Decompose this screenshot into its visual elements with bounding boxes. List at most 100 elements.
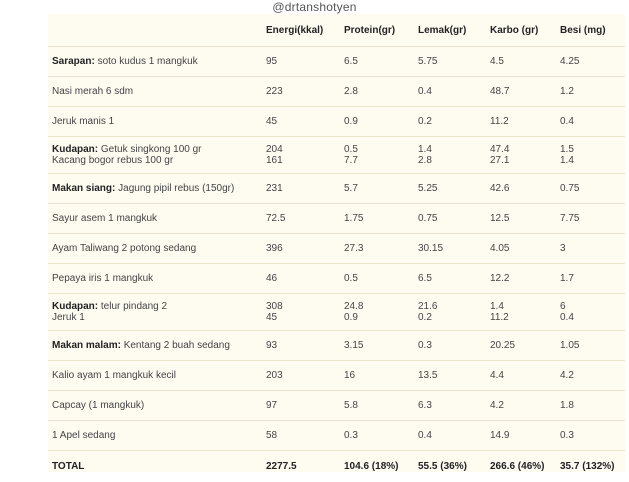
lemak-value: 13.5 — [418, 370, 482, 381]
food-name: Getuk singkong 100 gr — [98, 144, 201, 155]
protein-value: 0.5 — [344, 273, 410, 284]
protein-value: 0.9 — [344, 116, 410, 127]
food-cell: Pepaya iris 1 mangkuk — [48, 264, 262, 294]
besi-value: 1.7 — [560, 273, 621, 284]
energi-cell: 231 — [262, 174, 340, 204]
karbo-cell: 12.2 — [486, 264, 556, 294]
besi-value: 0.4 — [560, 116, 621, 127]
energi-cell: 46 — [262, 264, 340, 294]
lemak-value: 1.4 — [418, 144, 482, 155]
besi-cell: 1.2 — [556, 77, 625, 107]
header-energi: Energi(kkal) — [262, 14, 340, 47]
energi-value: 45 — [266, 116, 336, 127]
energi-value: 45 — [266, 312, 336, 323]
lemak-value: 0.2 — [418, 116, 482, 127]
food-name: Kalio ayam 1 mangkuk kecil — [52, 370, 176, 381]
besi-value: 1.2 — [560, 86, 621, 97]
karbo-value: 48.7 — [490, 86, 552, 97]
protein-value: 3.15 — [344, 340, 410, 351]
protein-cell: 16 — [340, 361, 414, 391]
food-line: Kudapan: telur pindang 2 — [52, 301, 258, 312]
total-besi: 35.7 (132%) — [556, 451, 625, 482]
protein-cell: 2.8 — [340, 77, 414, 107]
energi-value: 396 — [266, 243, 336, 254]
meal-label: Kudapan: — [52, 144, 98, 155]
food-name: Kacang bogor rebus 100 gr — [52, 155, 173, 166]
lemak-value: 5.25 — [418, 183, 482, 194]
lemak-cell: 6.3 — [414, 391, 486, 421]
besi-value: 7.75 — [560, 213, 621, 224]
total-lemak: 55.5 (36%) — [414, 451, 486, 482]
protein-cell: 0.3 — [340, 421, 414, 451]
energi-value: 95 — [266, 56, 336, 67]
energi-cell: 396 — [262, 234, 340, 264]
energi-value: 46 — [266, 273, 336, 284]
protein-cell: 27.3 — [340, 234, 414, 264]
energi-cell: 97 — [262, 391, 340, 421]
protein-value: 0.3 — [344, 430, 410, 441]
lemak-cell: 13.5 — [414, 361, 486, 391]
header-karbo: Karbo (gr) — [486, 14, 556, 47]
lemak-value: 0.4 — [418, 86, 482, 97]
besi-cell: 4.25 — [556, 47, 625, 77]
energi-cell: 72.5 — [262, 204, 340, 234]
total-energi: 2277.5 — [262, 451, 340, 482]
protein-value: 6.5 — [344, 56, 410, 67]
karbo-value: 11.2 — [490, 312, 552, 323]
energi-value: 97 — [266, 400, 336, 411]
food-line: Sayur asem 1 mangkuk — [52, 213, 258, 224]
energi-value: 58 — [266, 430, 336, 441]
header-besi: Besi (mg) — [556, 14, 625, 47]
protein-value: 5.7 — [344, 183, 410, 194]
header-food — [48, 14, 262, 47]
lemak-cell: 0.3 — [414, 331, 486, 361]
karbo-cell: 12.5 — [486, 204, 556, 234]
lemak-cell: 0.75 — [414, 204, 486, 234]
food-cell: Sayur asem 1 mangkuk — [48, 204, 262, 234]
energi-cell: 45 — [262, 107, 340, 137]
karbo-cell: 4.05 — [486, 234, 556, 264]
besi-value: 1.05 — [560, 340, 621, 351]
protein-cell: 0.5 — [340, 264, 414, 294]
karbo-value: 27.1 — [490, 155, 552, 166]
table-row: Ayam Taliwang 2 potong sedang 396 27.3 30.1… — [48, 234, 625, 264]
protein-value: 2.8 — [344, 86, 410, 97]
besi-value: 1.4 — [560, 155, 621, 166]
lemak-value: 30.15 — [418, 243, 482, 254]
lemak-cell: 5.25 — [414, 174, 486, 204]
energi-cell: 58 — [262, 421, 340, 451]
lemak-value: 0.2 — [418, 312, 482, 323]
lemak-cell: 0.2 — [414, 107, 486, 137]
energi-cell: 93 — [262, 331, 340, 361]
total-label: TOTAL — [48, 451, 262, 482]
besi-cell: 1.8 — [556, 391, 625, 421]
besi-value: 4.25 — [560, 56, 621, 67]
food-name: Ayam Taliwang 2 potong sedang — [52, 243, 196, 254]
energi-value: 308 — [266, 301, 336, 312]
food-name: soto kudus 1 mangkuk — [95, 56, 198, 67]
karbo-cell: 4.2 — [486, 391, 556, 421]
food-line: Makan malam: Kentang 2 buah sedang — [52, 340, 258, 351]
protein-value: 0.5 — [344, 144, 410, 155]
besi-value: 1.5 — [560, 144, 621, 155]
besi-cell: 3 — [556, 234, 625, 264]
food-cell: Makan siang: Jagung pipil rebus (150gr) — [48, 174, 262, 204]
karbo-value: 4.4 — [490, 370, 552, 381]
food-line: Kalio ayam 1 mangkuk kecil — [52, 370, 258, 381]
nutrition-table: Energi(kkal) Protein(gr) Lemak(gr) Karbo… — [48, 14, 625, 482]
header-lemak: Lemak(gr) — [414, 14, 486, 47]
karbo-value: 47.4 — [490, 144, 552, 155]
besi-value: 0.75 — [560, 183, 621, 194]
food-cell: Ayam Taliwang 2 potong sedang — [48, 234, 262, 264]
protein-cell: 0.9 — [340, 107, 414, 137]
lemak-value: 6.3 — [418, 400, 482, 411]
